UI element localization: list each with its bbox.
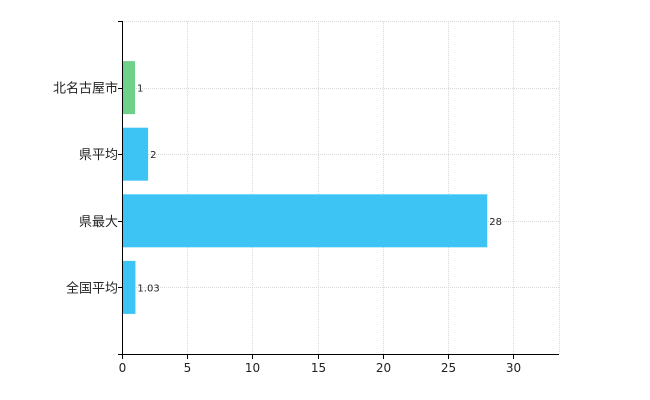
x-tick-label: 25 (441, 361, 456, 375)
category-label: 県平均 (79, 148, 118, 163)
x-tick-label: 10 (245, 361, 260, 375)
category-label: 県最大 (79, 215, 118, 230)
data-label: 2 (150, 150, 156, 161)
x-tick-label: 15 (311, 361, 326, 375)
x-tick-label: 20 (376, 361, 391, 375)
data-label: 1.03 (137, 283, 159, 294)
data-label: 28 (489, 217, 502, 228)
x-tick-label: 30 (506, 361, 521, 375)
bar (123, 194, 488, 248)
label-layer: 北名古屋市 1 県平均 2 県最大 28 全国平均 1.03 0 5 10 15 20 25 30 (53, 81, 521, 375)
category-label: 全国平均 (66, 280, 118, 296)
x-tick-label: 5 (184, 361, 192, 375)
bar (123, 260, 136, 314)
axis-layer (118, 21, 559, 359)
bar (123, 127, 149, 181)
bar-layer (123, 61, 488, 314)
bar (123, 61, 136, 115)
data-label: 1 (137, 84, 143, 95)
grid-layer (122, 21, 560, 354)
x-tick-label: 0 (119, 361, 127, 375)
category-label: 北名古屋市 (53, 81, 118, 97)
